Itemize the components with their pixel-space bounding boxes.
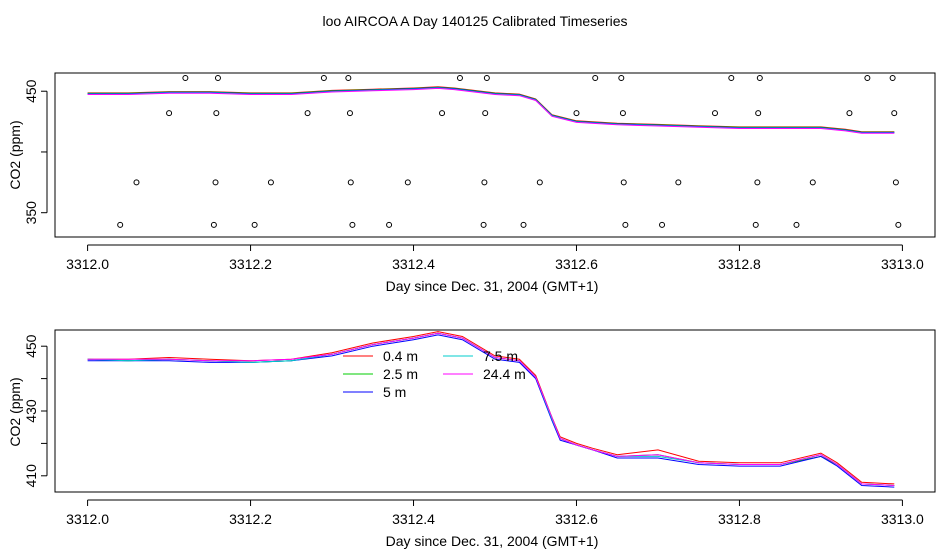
data-marker [752, 221, 759, 228]
data-marker [210, 221, 217, 228]
data-marker [891, 110, 898, 117]
data-marker [386, 221, 393, 228]
bottom-x-tick-label: 3312.8 [718, 511, 761, 527]
data-marker [889, 75, 896, 81]
data-marker [117, 221, 124, 228]
data-marker [182, 75, 189, 81]
data-marker [480, 221, 487, 228]
data-marker [482, 110, 489, 117]
bottom-y-tick-label: 410 [23, 464, 39, 488]
top-x-label: Day since Dec. 31, 2004 (GMT+1) [386, 278, 599, 294]
data-marker [439, 110, 446, 117]
bottom-y-axis: 410 430 450 [23, 334, 48, 488]
top-series-line [87, 87, 895, 134]
legend-label: 24.4 m [483, 366, 526, 382]
bottom-panel: 3312.0 3312.2 3312.4 3312.6 3312.8 3313.0 410… [7, 329, 936, 549]
data-marker [728, 75, 735, 81]
data-marker [618, 75, 625, 81]
data-marker [712, 110, 718, 117]
data-marker [212, 179, 219, 186]
top-x-tick-label: 3313.0 [881, 256, 924, 272]
data-marker [481, 179, 488, 186]
top-markers [117, 75, 902, 228]
bottom-y-label: CO2 (ppm) [7, 377, 23, 446]
bottom-lines [87, 331, 895, 488]
data-marker [133, 179, 140, 186]
bottom-y-tick-label: 450 [23, 334, 39, 358]
data-marker [592, 75, 599, 81]
legend-label: 2.5 m [383, 366, 418, 382]
data-marker [619, 110, 626, 117]
top-y-axis: 350 450 [23, 79, 48, 225]
bottom-x-axis: 3312.0 3312.2 3312.4 3312.6 3312.8 3313.0 [66, 499, 924, 527]
top-plot-frame [54, 72, 936, 238]
data-marker [622, 221, 629, 228]
chart-title: loo AIRCOA A Day 140125 Calibrated Times… [322, 13, 627, 29]
data-marker [520, 221, 527, 228]
data-marker [213, 110, 220, 117]
legend: 0.4 m 2.5 m 5 m 7.5 m 24.4 m [343, 348, 526, 400]
bottom-plot-frame [54, 329, 936, 493]
data-marker [793, 221, 800, 228]
data-marker [404, 179, 411, 186]
data-marker [892, 179, 899, 186]
data-marker [320, 75, 327, 81]
data-marker [755, 110, 762, 117]
legend-label: 0.4 m [383, 348, 418, 364]
top-x-tick-label: 3312.4 [392, 256, 435, 272]
bottom-x-tick-label: 3312.6 [555, 511, 598, 527]
legend-label: 7.5 m [483, 348, 518, 364]
bottom-x-tick-label: 3312.2 [229, 511, 272, 527]
top-lines [87, 86, 895, 134]
data-marker [756, 75, 763, 81]
data-marker [620, 179, 627, 186]
data-marker [456, 75, 463, 81]
top-series-line [87, 87, 895, 134]
bottom-x-tick-label: 3312.4 [392, 511, 435, 527]
top-y-label: CO2 (ppm) [7, 120, 23, 189]
data-marker [864, 75, 871, 81]
data-marker [214, 75, 221, 81]
top-panel: 3312.0 3312.2 3312.4 3312.6 3312.8 3313.0 350… [7, 72, 936, 294]
top-x-tick-label: 3312.6 [555, 256, 598, 272]
data-marker [346, 110, 353, 117]
bottom-x-label: Day since Dec. 31, 2004 (GMT+1) [386, 533, 599, 549]
bottom-x-tick-label: 3313.0 [881, 511, 924, 527]
legend-label: 5 m [383, 384, 406, 400]
data-marker [573, 110, 580, 117]
top-x-tick-label: 3312.2 [229, 256, 272, 272]
top-x-axis: 3312.0 3312.2 3312.4 3312.6 3312.8 3313.0 [66, 244, 924, 272]
bottom-y-tick-label: 430 [23, 399, 39, 423]
data-marker [895, 221, 902, 228]
data-marker [659, 221, 666, 228]
data-marker [754, 179, 761, 186]
top-y-tick-label: 450 [23, 79, 39, 103]
top-x-tick-label: 3312.0 [66, 256, 109, 272]
data-marker [536, 179, 543, 186]
data-marker [846, 110, 853, 117]
series-line [87, 332, 895, 486]
data-marker [267, 179, 274, 186]
data-marker [347, 179, 354, 186]
data-marker [166, 110, 173, 117]
data-marker [251, 221, 258, 228]
bottom-x-tick-label: 3312.0 [66, 511, 109, 527]
top-x-tick-label: 3312.8 [718, 256, 761, 272]
data-marker [349, 221, 356, 228]
data-marker [304, 110, 311, 117]
top-y-tick-label: 350 [23, 201, 39, 225]
data-marker [675, 179, 682, 186]
data-marker [483, 75, 490, 81]
data-marker [345, 75, 352, 81]
data-marker [809, 179, 816, 186]
